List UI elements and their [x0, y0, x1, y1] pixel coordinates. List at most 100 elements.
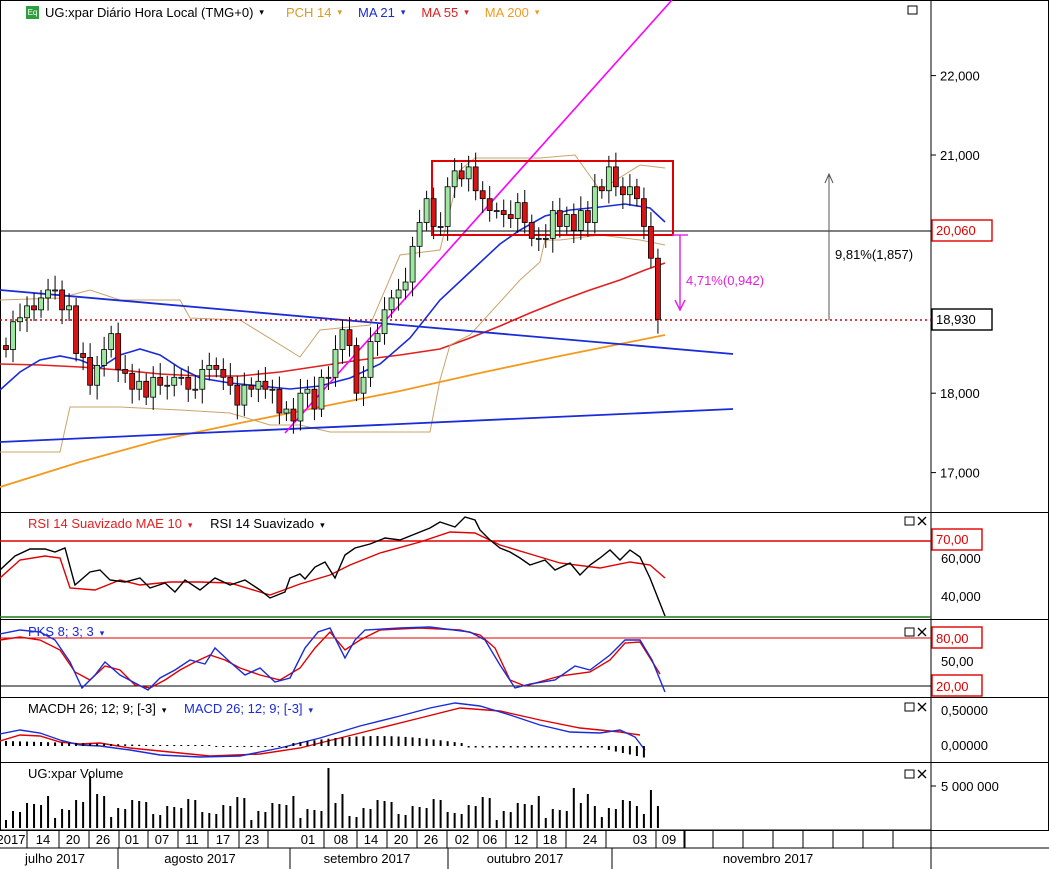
candle-body — [479, 190, 486, 200]
candle-body — [655, 257, 661, 320]
candle — [500, 199, 507, 228]
candle-body — [437, 226, 444, 228]
maximize-icon — [904, 702, 915, 712]
chevron-down-icon[interactable]: ▾ — [259, 6, 264, 17]
candle-body — [73, 305, 79, 354]
candle — [402, 267, 409, 300]
candle-body — [416, 222, 423, 247]
candle-body — [80, 353, 87, 358]
candle — [648, 212, 654, 268]
chevron-down-icon[interactable]: ▾ — [464, 6, 469, 17]
chevron-down-icon[interactable]: ▾ — [187, 520, 193, 530]
month-label: novembro 2017 — [723, 851, 813, 866]
maximize-icon — [904, 769, 915, 779]
candle-body — [227, 376, 234, 386]
candle-body — [367, 341, 374, 378]
day-label: 11 — [185, 832, 199, 847]
candle-body — [521, 202, 528, 223]
candle — [528, 214, 535, 247]
indicator-pch[interactable]: PCH 14 — [285, 4, 332, 20]
candle — [591, 174, 598, 234]
macdh-label[interactable]: MACDH 26; 12; 9; [-3] — [28, 701, 156, 716]
candle — [108, 325, 115, 358]
indicator-ma200[interactable]: MA 200 — [484, 4, 529, 20]
chart-title[interactable]: UG:xpar Diário Hora Local (TMG+0) — [45, 4, 254, 20]
candle — [45, 278, 51, 311]
candle-body — [45, 289, 51, 299]
chevron-down-icon[interactable]: ▾ — [320, 520, 325, 530]
indicator-ma55[interactable]: MA 55 — [421, 4, 459, 20]
candle — [416, 209, 423, 258]
candle — [465, 155, 472, 192]
macd-label-2[interactable]: MACD 26; 12; 9; [-3] — [184, 701, 303, 716]
chevron-down-icon[interactable]: ▾ — [400, 6, 406, 17]
candle — [486, 185, 493, 222]
candle-body — [584, 210, 591, 223]
candle-body — [374, 333, 381, 342]
candle-body — [641, 198, 647, 227]
pks-label[interactable]: PKS 8; 3; 3 ▾ — [28, 624, 104, 639]
macd-label[interactable]: MACDH 26; 12; 9; [-3] ▾ MACD 26; 12; 9; [… — [28, 701, 313, 716]
candle-body — [542, 237, 549, 240]
month-label: setembro 2017 — [324, 851, 411, 866]
candle-body — [556, 210, 563, 227]
candle — [220, 358, 227, 391]
pks-label-text[interactable]: PKS 8; 3; 3 — [28, 624, 94, 639]
candle — [290, 397, 297, 434]
day-label: 20 — [66, 832, 80, 847]
candle — [297, 378, 304, 431]
candle — [444, 177, 451, 241]
candle — [598, 178, 605, 199]
candle — [52, 275, 58, 300]
candle-body — [297, 392, 304, 422]
chevron-down-icon[interactable]: ▾ — [337, 6, 343, 17]
candle-body — [451, 170, 458, 188]
pks-k-line — [0, 626, 666, 693]
candle-body — [185, 376, 192, 390]
pks-badge-top: 80,00 — [936, 631, 969, 646]
candle — [73, 297, 79, 362]
candle-body — [38, 297, 44, 311]
candle-body — [206, 365, 213, 370]
candle-body — [248, 384, 255, 390]
rsi-badge-box — [931, 528, 983, 551]
day-label: 14 — [36, 832, 50, 847]
rsi-line — [0, 516, 666, 617]
candle-body — [311, 388, 318, 410]
candle-body — [634, 186, 640, 200]
volume-label[interactable]: UG:xpar Volume — [28, 766, 124, 781]
chevron-down-icon[interactable]: ▾ — [308, 705, 314, 715]
badge-high: 20,060 — [936, 223, 976, 238]
candle-body — [143, 380, 150, 398]
rsi-label-2[interactable]: RSI 14 Suavizado — [210, 516, 315, 531]
candle-body — [591, 186, 598, 223]
candle-body — [115, 333, 122, 370]
month-label: julho 2017 — [24, 851, 85, 866]
candle — [346, 316, 353, 357]
candle — [514, 193, 521, 233]
chevron-down-icon[interactable]: ▾ — [99, 628, 105, 638]
candle-body — [612, 166, 619, 188]
candle-body — [192, 388, 199, 391]
chevron-down-icon[interactable]: ▾ — [534, 6, 540, 17]
candle — [374, 324, 381, 356]
candle-body — [626, 186, 633, 196]
candle — [122, 355, 129, 383]
indicator-ma21[interactable]: MA 21 — [358, 4, 395, 20]
rsi-mae-label[interactable]: RSI 14 Suavizado MAE 10 — [28, 516, 182, 531]
rsi-mae-line — [0, 531, 666, 596]
candle — [409, 236, 416, 297]
candle-body — [213, 365, 220, 370]
candle — [164, 375, 171, 400]
candle-body — [234, 384, 241, 406]
candle — [458, 162, 465, 187]
arrow-down-icon — [674, 299, 686, 312]
chevron-down-icon[interactable]: ▾ — [161, 705, 167, 715]
candle-body — [171, 376, 178, 386]
candle-body — [332, 349, 339, 378]
candle — [269, 379, 276, 404]
pks-badge-bottom: 20,00 — [936, 679, 969, 694]
day-label: 06 — [483, 832, 497, 847]
rsi-label[interactable]: RSI 14 Suavizado MAE 10 ▾ RSI 14 Suavizad… — [28, 516, 325, 531]
